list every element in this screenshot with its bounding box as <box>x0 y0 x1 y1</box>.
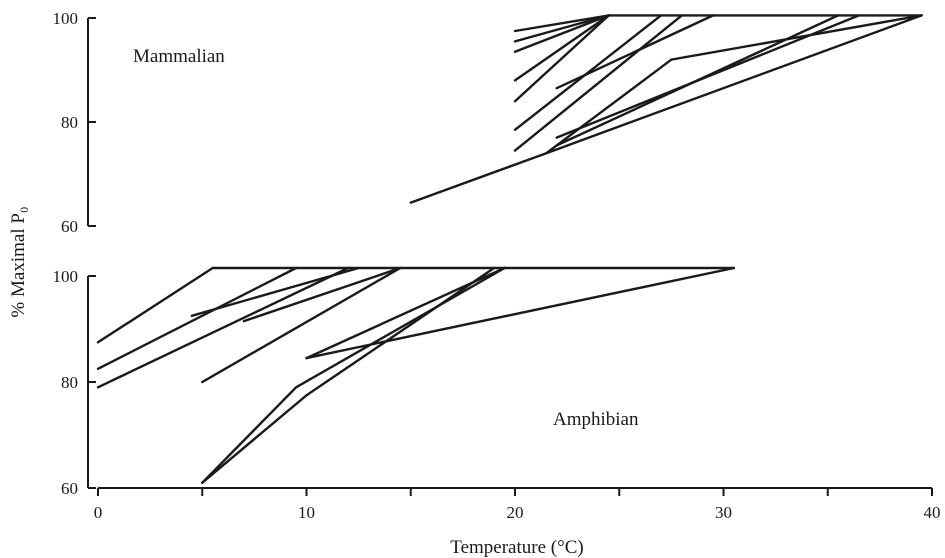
mammalian-axes <box>87 17 96 227</box>
series-line-12 <box>555 14 715 90</box>
amphibian-axes <box>87 275 933 496</box>
series-line-3 <box>96 266 350 389</box>
series-line-1 <box>96 266 214 344</box>
x-tick-label: 20 <box>507 503 524 522</box>
mammalian-lines <box>409 14 923 204</box>
series-line-2 <box>545 14 923 155</box>
series-line-6 <box>513 14 610 82</box>
y-tick-label: 60 <box>61 479 78 498</box>
series-line-5 <box>513 14 610 103</box>
mammalian-panel-label: Mammalian <box>133 46 225 67</box>
series-line-9 <box>305 266 736 360</box>
amphibian-panel-label: Amphibian <box>553 409 639 430</box>
series-line-4 <box>190 266 360 317</box>
x-tick-label: 30 <box>715 503 732 522</box>
series-line-8 <box>513 14 610 43</box>
x-tick-label: 40 <box>924 503 941 522</box>
series-line-10 <box>305 266 506 360</box>
x-tick-label: 0 <box>94 503 103 522</box>
series-line-5 <box>242 266 402 323</box>
y-tick-label: 100 <box>53 9 79 28</box>
series-line-3 <box>513 14 683 152</box>
amphibian-lines <box>96 266 736 484</box>
mammalian-panel: 60 80 100 Mammalian <box>53 9 923 236</box>
series-line-6 <box>201 266 402 384</box>
y-axis-title: % Maximal P₀ <box>8 206 29 317</box>
y-tick-label: 60 <box>61 217 78 236</box>
y-tick-label: 80 <box>61 373 78 392</box>
mammalian-tick-labels: 60 80 100 <box>53 9 79 236</box>
y-tick-label: 100 <box>53 267 79 286</box>
amphibian-tick-labels: 60 80 100 0 10 20 30 40 <box>53 267 941 522</box>
x-axis-title: Temperature (°C) <box>450 537 583 558</box>
series-line-2 <box>96 266 298 370</box>
series-line-8 <box>201 266 496 484</box>
x-tick-label: 10 <box>298 503 315 522</box>
series-line-1 <box>409 14 923 204</box>
series-line-7 <box>513 14 610 53</box>
series-line-11 <box>555 14 861 139</box>
amphibian-panel: 60 80 100 0 10 20 30 40 Amphibian <box>53 266 941 522</box>
y-tick-label: 80 <box>61 113 78 132</box>
series-line-9 <box>513 14 610 33</box>
